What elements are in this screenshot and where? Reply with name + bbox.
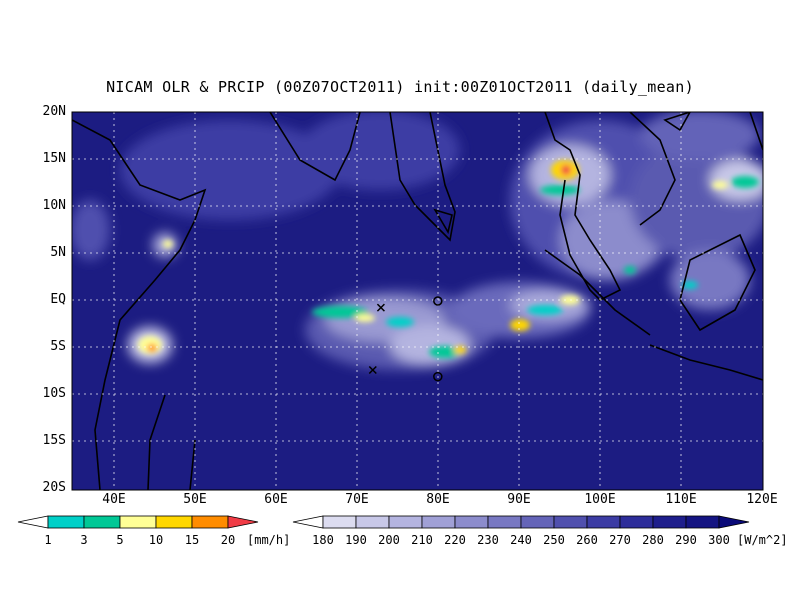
olr-level-label: 260 <box>576 533 598 547</box>
olr-level-label: 290 <box>675 533 697 547</box>
precip-colorbar-upper-arrow <box>227 515 259 529</box>
lat-label-10n: 10N <box>42 198 66 213</box>
olr-colorbar-swatch <box>685 515 720 529</box>
coastlines <box>72 112 763 490</box>
lon-label-70e: 70E <box>345 492 369 507</box>
station-markers <box>368 296 443 382</box>
olr-colorbar-lower-arrow <box>292 515 324 529</box>
chart-title: NICAM OLR & PRCIP (00Z07OCT2011) init:00… <box>106 78 694 96</box>
circle-marker <box>433 296 443 306</box>
olr-level-label: 200 <box>378 533 400 547</box>
olr-colorbar-swatch <box>421 515 456 529</box>
gridlines <box>72 112 763 490</box>
precip-colorbar-swatch <box>47 515 85 529</box>
precip-level-label: 1 <box>44 533 52 547</box>
olr-level-label: 220 <box>444 533 466 547</box>
olr-level-label: 280 <box>642 533 664 547</box>
olr-colorbar-swatch <box>520 515 555 529</box>
precip-unit: [mm/h] <box>247 533 291 547</box>
lat-label-5n: 5N <box>50 245 66 260</box>
lat-label-10s: 10S <box>42 386 66 401</box>
lon-label-90e: 90E <box>507 492 531 507</box>
plot-frame <box>71 111 764 491</box>
lat-label-15n: 15N <box>42 151 66 166</box>
lon-label-110e: 110E <box>665 492 697 507</box>
lat-label-15s: 15S <box>42 433 66 448</box>
precip-colorbar-swatch <box>191 515 229 529</box>
lat-label-20n: 20N <box>42 104 66 119</box>
precip-colorbar-swatch <box>155 515 193 529</box>
precip-field <box>138 160 759 358</box>
lon-label-40e: 40E <box>102 492 126 507</box>
olr-colorbar-swatch <box>487 515 522 529</box>
olr-level-label: 190 <box>345 533 367 547</box>
olr-colorbar-swatch <box>619 515 654 529</box>
lon-label-120e: 120E <box>746 492 778 507</box>
colorbars <box>17 515 750 529</box>
olr-colorbar-swatch <box>322 515 357 529</box>
olr-level-label: 240 <box>510 533 532 547</box>
olr-unit: [W/m^2] <box>737 533 788 547</box>
olr-colorbar-swatch <box>454 515 489 529</box>
lon-label-80e: 80E <box>426 492 450 507</box>
precip-colorbar-lower-arrow <box>17 515 49 529</box>
olr-level-label: 230 <box>477 533 499 547</box>
precip-level-label: 20 <box>220 533 236 547</box>
precip-level-label: 15 <box>184 533 200 547</box>
precip-colorbar-swatch <box>119 515 157 529</box>
olr-level-label: 250 <box>543 533 565 547</box>
precip-level-label: 5 <box>116 533 124 547</box>
olr-colorbar-swatch <box>553 515 588 529</box>
olr-level-label: 180 <box>312 533 334 547</box>
x-marker <box>376 303 385 312</box>
olr-level-label: 270 <box>609 533 631 547</box>
x-marker <box>368 365 377 375</box>
lat-label-5s: 5S <box>50 339 66 354</box>
lon-label-60e: 60E <box>264 492 288 507</box>
circle-marker <box>433 371 443 382</box>
precip-colorbar-swatch <box>83 515 121 529</box>
lon-label-50e: 50E <box>183 492 207 507</box>
precip-level-label: 3 <box>80 533 88 547</box>
olr-colorbar-swatch <box>652 515 687 529</box>
olr-level-label: 210 <box>411 533 433 547</box>
olr-level-label: 300 <box>708 533 730 547</box>
olr-colorbar-swatch <box>355 515 390 529</box>
olr-colorbar-swatch <box>388 515 423 529</box>
precip-level-label: 10 <box>148 533 164 547</box>
lat-label-20s: 20S <box>42 480 66 495</box>
olr-colorbar-upper-arrow <box>718 515 750 529</box>
lat-label-eq: EQ <box>50 292 66 307</box>
lon-label-100e: 100E <box>584 492 616 507</box>
olr-colorbar-swatch <box>586 515 621 529</box>
